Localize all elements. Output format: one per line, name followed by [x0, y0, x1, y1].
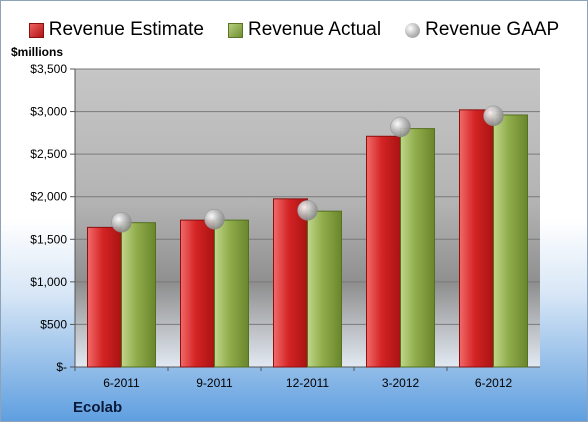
bar-revenue-actual: [400, 128, 435, 368]
marker-revenue-gaap: [390, 116, 411, 138]
tick-labels: $- $500 $1,000 $1,500 $2,000 $2,500 $3,000 $3,5…: [30, 62, 512, 390]
y-tick-label: $3,500: [30, 62, 67, 76]
legend-swatch-gaap: [405, 22, 421, 38]
bar-revenue-estimate: [366, 135, 401, 368]
bar-revenue-estimate: [180, 219, 215, 368]
y-tick-label: $2,000: [30, 190, 67, 204]
bar-revenue-estimate: [273, 198, 308, 368]
legend: Revenue Estimate Revenue Actual Revenue …: [1, 17, 587, 43]
bar-revenue-actual: [121, 222, 156, 368]
marker-revenue-gaap: [483, 105, 504, 127]
y-axis-unit-label: $millions: [11, 45, 64, 59]
legend-swatch-actual: [228, 22, 243, 38]
x-tick-label: 9-2011: [196, 376, 233, 390]
bar-revenue-actual: [214, 219, 249, 368]
y-tick-label: $1,000: [30, 275, 67, 289]
y-tick-label: $-: [56, 360, 67, 374]
x-tick-label: 12-2011: [286, 376, 329, 390]
x-tick-label: 3-2012: [382, 376, 420, 390]
x-tick-label: 6-2012: [475, 376, 513, 390]
marker-revenue-gaap: [297, 200, 318, 221]
bars: [87, 109, 528, 368]
bar-revenue-estimate: [87, 226, 122, 368]
marker-revenue-gaap: [111, 212, 132, 233]
legend-label-actual: Revenue Actual: [248, 19, 382, 40]
bar-revenue-actual: [493, 114, 528, 368]
legend-item-revenue-estimate: Revenue Estimate: [28, 17, 204, 43]
y-tick-label: $1,500: [30, 232, 67, 246]
marker-revenue-gaap: [204, 209, 225, 230]
legend-label-estimate: Revenue Estimate: [48, 19, 204, 40]
company-name: Ecolab: [73, 399, 123, 416]
y-tick-label: $500: [40, 317, 67, 331]
gaap-markers: [111, 105, 504, 233]
bar-revenue-actual: [307, 210, 342, 368]
legend-item-revenue-gaap: Revenue GAAP: [405, 17, 559, 43]
y-tick-label: $2,500: [30, 147, 67, 161]
legend-item-revenue-actual: Revenue Actual: [228, 17, 381, 43]
x-tick-label: 6-2011: [103, 376, 140, 390]
y-tick-label: $3,000: [30, 105, 67, 119]
bar-revenue-estimate: [459, 109, 494, 368]
legend-swatch-estimate: [28, 22, 44, 38]
legend-label-gaap: Revenue GAAP: [425, 19, 560, 40]
